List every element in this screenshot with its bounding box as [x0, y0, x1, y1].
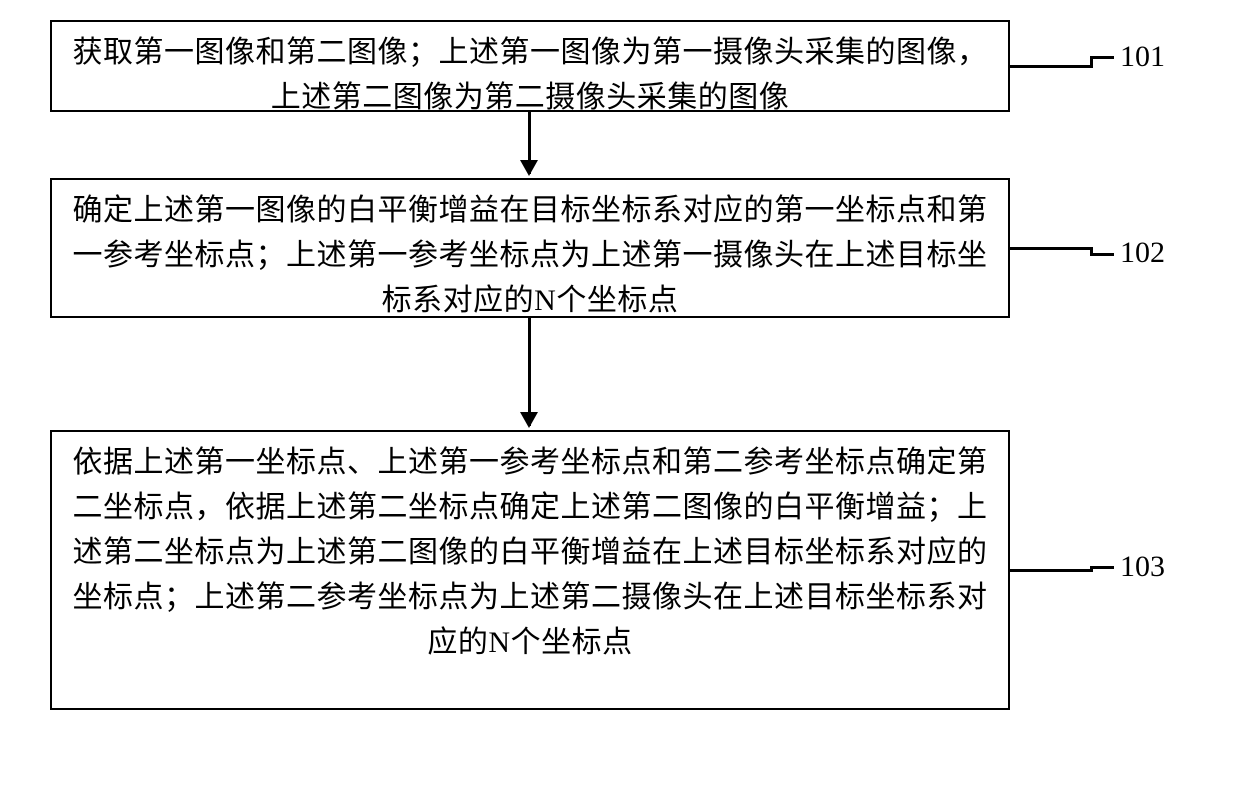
connector-2-h1 [1010, 247, 1090, 250]
step-label-102: 102 [1120, 236, 1165, 270]
flow-arrow-2 [528, 318, 531, 426]
connector-1-h2 [1090, 56, 1114, 59]
flow-arrow-1 [528, 112, 531, 174]
step-label-101: 101 [1120, 40, 1165, 74]
flow-node-3-text: 依据上述第一坐标点、上述第一参考坐标点和第二参考坐标点确定第二坐标点，依据上述第… [66, 440, 994, 665]
connector-1-h1 [1010, 65, 1090, 68]
connector-3-h1 [1010, 569, 1090, 572]
connector-2-h2 [1090, 253, 1114, 256]
step-label-103: 103 [1120, 550, 1165, 584]
flow-node-3: 依据上述第一坐标点、上述第一参考坐标点和第二参考坐标点确定第二坐标点，依据上述第… [50, 430, 1010, 710]
flow-node-1-text: 获取第一图像和第二图像；上述第一图像为第一摄像头采集的图像，上述第二图像为第二摄… [66, 30, 994, 120]
flow-node-2: 确定上述第一图像的白平衡增益在目标坐标系对应的第一坐标点和第一参考坐标点；上述第… [50, 178, 1010, 318]
connector-3-h2 [1090, 566, 1114, 569]
flow-node-1: 获取第一图像和第二图像；上述第一图像为第一摄像头采集的图像，上述第二图像为第二摄… [50, 20, 1010, 112]
flow-node-2-text: 确定上述第一图像的白平衡增益在目标坐标系对应的第一坐标点和第一参考坐标点；上述第… [66, 188, 994, 323]
